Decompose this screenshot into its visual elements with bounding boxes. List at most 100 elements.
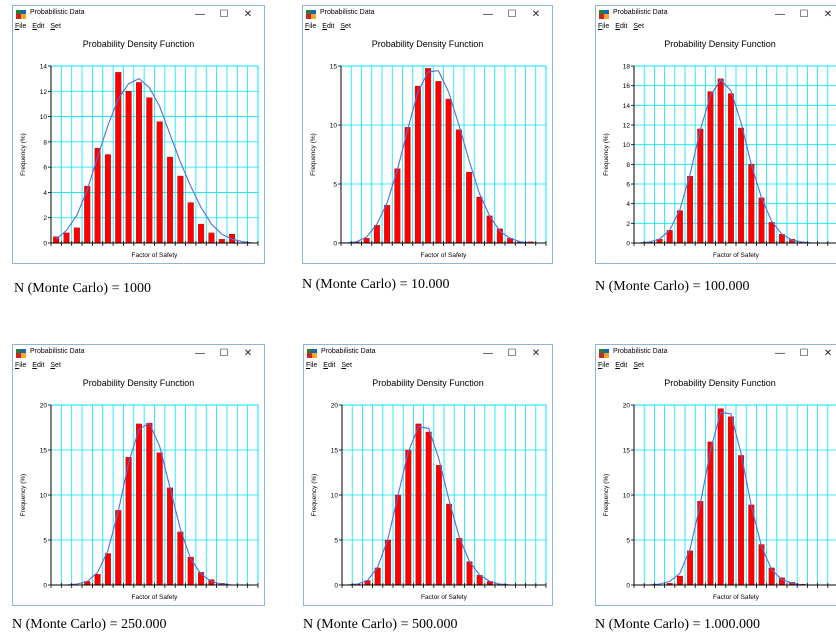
title-bar[interactable]: Probabilistic Data — ☐ ✕ bbox=[596, 6, 836, 23]
close-button[interactable]: ✕ bbox=[823, 348, 833, 359]
menu-item-edit[interactable]: Edit bbox=[615, 362, 628, 369]
minimize-button[interactable]: — bbox=[483, 9, 493, 20]
minimize-button[interactable]: — bbox=[483, 348, 493, 359]
histogram-bar bbox=[697, 128, 704, 244]
minimize-button[interactable]: — bbox=[775, 348, 785, 359]
minimize-button[interactable]: — bbox=[195, 348, 205, 359]
y-tick-label: 5 bbox=[333, 182, 337, 189]
y-tick-label: 0 bbox=[334, 583, 338, 590]
histogram-chart: 0 5 10 15 20 Factor of Safety Frequency (%) bbox=[311, 403, 547, 601]
y-tick-label: 10 bbox=[40, 493, 48, 500]
title-bar[interactable]: Probabilistic Data — ☐ ✕ bbox=[13, 6, 264, 23]
y-axis-label: Frequency (%) bbox=[20, 133, 27, 176]
sample-size-caption: N (Monte Carlo) = 500.000 bbox=[303, 617, 458, 632]
maximize-button[interactable]: ☐ bbox=[799, 348, 809, 359]
close-button[interactable]: ✕ bbox=[531, 348, 541, 359]
sample-size-caption: N (Monte Carlo) = 1.000.000 bbox=[595, 617, 760, 632]
menu-item-file[interactable]: File bbox=[598, 23, 610, 30]
y-tick-label: 15 bbox=[40, 448, 48, 455]
maximize-button[interactable]: ☐ bbox=[219, 348, 229, 359]
chart-title: Probability Density Function bbox=[664, 378, 776, 388]
histogram-bar bbox=[384, 539, 391, 586]
close-button[interactable]: ✕ bbox=[823, 9, 833, 20]
histogram-bar bbox=[404, 127, 411, 244]
y-tick-label: 2 bbox=[626, 221, 630, 228]
close-button[interactable]: ✕ bbox=[243, 348, 253, 359]
menu-item-file[interactable]: File bbox=[15, 23, 27, 30]
y-tick-label: 20 bbox=[40, 403, 48, 410]
histogram-bar bbox=[146, 97, 153, 244]
histogram-bar bbox=[455, 129, 462, 244]
menu-item-set[interactable]: Set bbox=[50, 362, 61, 369]
histogram-bar bbox=[156, 121, 163, 244]
app-icon bbox=[16, 10, 26, 19]
close-button[interactable]: ✕ bbox=[531, 9, 541, 20]
menu-item-edit[interactable]: Edit bbox=[32, 362, 45, 369]
x-axis-label: Factor of Safety bbox=[421, 252, 468, 259]
menu-item-set[interactable]: Set bbox=[340, 23, 351, 30]
window-title: Probabilistic Data bbox=[613, 9, 668, 16]
histogram-bar bbox=[717, 408, 724, 586]
plot-area bbox=[633, 65, 836, 244]
menu-item-file[interactable]: File bbox=[15, 362, 27, 369]
y-axis-label: Frequency (%) bbox=[603, 474, 610, 517]
title-bar[interactable]: Probabilistic Data — ☐ ✕ bbox=[13, 345, 264, 362]
sample-size-caption: N (Monte Carlo) = 10.000 bbox=[302, 277, 450, 292]
menu-item-file[interactable]: File bbox=[598, 362, 610, 369]
histogram-bar bbox=[104, 154, 111, 244]
title-bar[interactable]: Probabilistic Data — ☐ ✕ bbox=[596, 345, 836, 362]
x-axis-label: Factor of Safety bbox=[132, 252, 179, 259]
y-tick-label: 10 bbox=[330, 123, 338, 130]
histogram-bar bbox=[384, 205, 391, 244]
menu-item-edit[interactable]: Edit bbox=[322, 23, 335, 30]
chart-title: Probability Density Function bbox=[664, 39, 776, 49]
histogram-bar bbox=[707, 441, 714, 586]
menu-item-set[interactable]: Set bbox=[633, 23, 644, 30]
menu-item-edit[interactable]: Edit bbox=[323, 362, 336, 369]
menu-item-set[interactable]: Set bbox=[50, 23, 61, 30]
y-tick-label: 5 bbox=[334, 538, 338, 545]
density-curve bbox=[56, 422, 253, 586]
histogram-bar bbox=[405, 449, 412, 586]
histogram-bar bbox=[73, 227, 80, 244]
menu-item-file[interactable]: File bbox=[306, 362, 318, 369]
minimize-button[interactable]: — bbox=[195, 9, 205, 20]
app-window: Probabilistic Data — ☐ ✕ File Edit Set Probabil… bbox=[595, 344, 836, 606]
x-axis-label: Factor of Safety bbox=[713, 594, 760, 601]
title-bar[interactable]: Probabilistic Data — ☐ ✕ bbox=[304, 345, 552, 362]
close-button[interactable]: ✕ bbox=[243, 9, 253, 20]
title-bar[interactable]: Probabilistic Data — ☐ ✕ bbox=[303, 6, 552, 23]
y-axis-label: Frequency (%) bbox=[20, 474, 27, 517]
x-axis-label: Factor of Safety bbox=[132, 594, 179, 601]
menu-item-set[interactable]: Set bbox=[633, 362, 644, 369]
menu-item-edit[interactable]: Edit bbox=[615, 23, 628, 30]
window-title: Probabilistic Data bbox=[321, 348, 376, 355]
chart-title: Probability Density Function bbox=[82, 39, 195, 49]
app-icon bbox=[599, 349, 609, 358]
minimize-button[interactable]: — bbox=[775, 9, 785, 20]
menu-item-set[interactable]: Set bbox=[341, 362, 352, 369]
histogram-bar bbox=[717, 78, 724, 244]
y-tick-label: 0 bbox=[626, 241, 630, 248]
histogram-bar bbox=[446, 503, 453, 586]
maximize-button[interactable]: ☐ bbox=[799, 9, 809, 20]
maximize-button[interactable]: ☐ bbox=[219, 9, 229, 20]
menu-item-edit[interactable]: Edit bbox=[32, 23, 45, 30]
y-tick-label: 12 bbox=[40, 89, 48, 96]
histogram-chart: 0 2 4 6 8 10 12 14 Factor of Safety Frequency (%) bbox=[20, 64, 259, 259]
y-tick-label: 14 bbox=[623, 103, 631, 110]
maximize-button[interactable]: ☐ bbox=[507, 9, 517, 20]
menu-bar: File Edit Set bbox=[598, 23, 650, 34]
maximize-button[interactable]: ☐ bbox=[507, 348, 517, 359]
y-tick-label: 12 bbox=[623, 123, 631, 130]
y-tick-label: 5 bbox=[43, 538, 47, 545]
density-curve bbox=[639, 78, 833, 244]
y-tick-label: 8 bbox=[43, 139, 47, 146]
histogram-bar bbox=[425, 431, 432, 586]
menu-item-file[interactable]: File bbox=[305, 23, 317, 30]
histogram-bar bbox=[115, 72, 122, 244]
sample-size-caption: N (Monte Carlo) = 1000 bbox=[14, 281, 151, 296]
histogram-bar bbox=[94, 574, 101, 586]
histogram-bar bbox=[435, 465, 442, 586]
histogram-bar bbox=[415, 423, 422, 586]
